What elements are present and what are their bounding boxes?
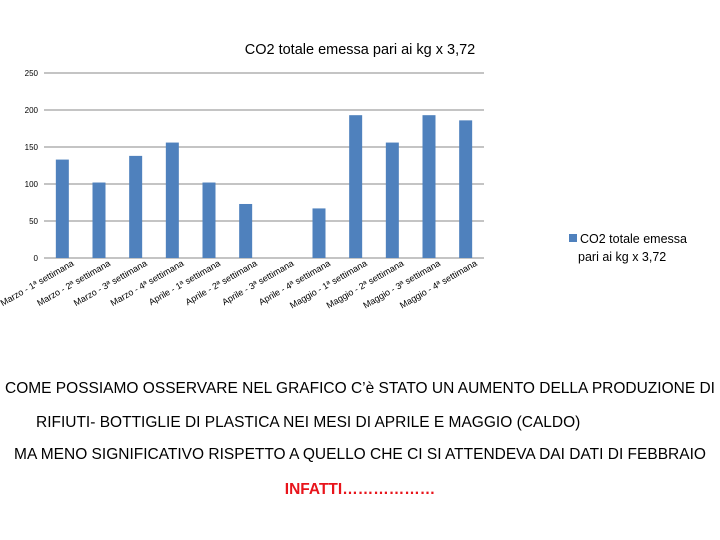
bar: [239, 203, 253, 258]
observation-text-line-4: INFATTI………………: [284, 481, 436, 498]
bar: [202, 182, 216, 258]
legend-swatch: [569, 234, 577, 242]
chart-title: CO2 totale emessa pari ai kg x 3,72: [245, 42, 476, 58]
bar: [312, 208, 326, 258]
observation-text-line-2: RIFIUTI- BOTTIGLIE DI PLASTICA NEI MESI …: [36, 414, 581, 431]
bar: [349, 115, 363, 259]
y-tick-label: 250: [25, 69, 39, 78]
y-tick-label: 0: [34, 254, 39, 263]
bar: [459, 120, 473, 258]
y-tick-label: 100: [25, 180, 39, 189]
y-tick-label: 200: [25, 106, 39, 115]
bar: [165, 142, 179, 258]
bar: [92, 182, 106, 258]
observation-text-line-1: COME POSSIAMO OSSERVARE NEL GRAFICO C’è …: [5, 380, 715, 397]
bar: [129, 155, 143, 258]
y-tick-label: 150: [25, 143, 39, 152]
observation-text-line-3: MA MENO SIGNIFICATIVO RISPETTO A QUELLO …: [14, 446, 706, 463]
legend-label: CO2 totale emessa pari ai kg x 3,72: [578, 232, 687, 264]
y-tick-label: 50: [29, 217, 38, 226]
bar: [55, 159, 69, 258]
bar: [422, 115, 436, 259]
bar: [385, 142, 399, 258]
bar-chart: CO2 totale emessa pari ai kg x 3,72 0 50 10…: [0, 42, 687, 310]
